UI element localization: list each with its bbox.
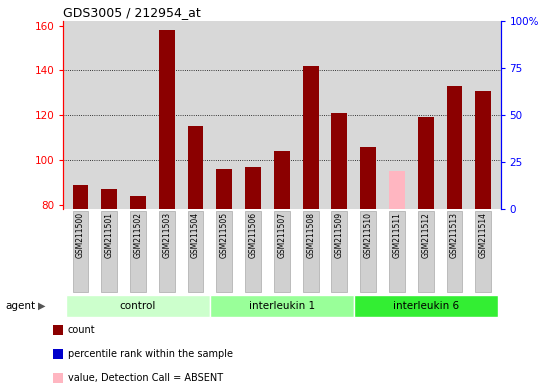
FancyBboxPatch shape xyxy=(188,211,204,292)
FancyBboxPatch shape xyxy=(332,211,347,292)
Text: GSM211505: GSM211505 xyxy=(220,212,229,258)
Bar xyxy=(302,66,318,209)
Bar xyxy=(475,91,491,209)
Text: interleukin 6: interleukin 6 xyxy=(393,301,459,311)
Bar xyxy=(360,147,376,209)
Bar xyxy=(53,373,63,383)
FancyBboxPatch shape xyxy=(447,211,463,292)
FancyBboxPatch shape xyxy=(130,211,146,292)
Text: agent: agent xyxy=(6,301,36,311)
Text: GSM211507: GSM211507 xyxy=(277,212,287,258)
Text: count: count xyxy=(68,325,95,335)
FancyBboxPatch shape xyxy=(475,211,491,292)
FancyBboxPatch shape xyxy=(66,295,210,318)
Text: percentile rank within the sample: percentile rank within the sample xyxy=(68,349,233,359)
Bar xyxy=(332,113,347,209)
Bar xyxy=(274,151,290,209)
Bar xyxy=(418,118,433,209)
FancyBboxPatch shape xyxy=(360,211,376,292)
FancyBboxPatch shape xyxy=(245,211,261,292)
FancyBboxPatch shape xyxy=(73,211,89,292)
Bar xyxy=(73,185,89,209)
Bar xyxy=(130,196,146,209)
Bar xyxy=(389,171,405,209)
Text: value, Detection Call = ABSENT: value, Detection Call = ABSENT xyxy=(68,373,223,383)
Text: GSM211500: GSM211500 xyxy=(76,212,85,258)
Text: GDS3005 / 212954_at: GDS3005 / 212954_at xyxy=(63,5,201,18)
FancyBboxPatch shape xyxy=(354,295,498,318)
Text: GSM211511: GSM211511 xyxy=(393,212,402,258)
FancyBboxPatch shape xyxy=(389,211,405,292)
Text: GSM211509: GSM211509 xyxy=(335,212,344,258)
Text: GSM211513: GSM211513 xyxy=(450,212,459,258)
FancyBboxPatch shape xyxy=(418,211,433,292)
Text: GSM211512: GSM211512 xyxy=(421,212,430,258)
Bar xyxy=(159,30,175,209)
Text: GSM211514: GSM211514 xyxy=(478,212,488,258)
FancyBboxPatch shape xyxy=(101,211,117,292)
Text: GSM211510: GSM211510 xyxy=(364,212,373,258)
FancyBboxPatch shape xyxy=(302,211,318,292)
Text: GSM211503: GSM211503 xyxy=(162,212,171,258)
Bar xyxy=(217,169,232,209)
Text: GSM211502: GSM211502 xyxy=(134,212,142,258)
Bar xyxy=(188,126,204,209)
Text: GSM211504: GSM211504 xyxy=(191,212,200,258)
Bar xyxy=(53,325,63,335)
Text: ▶: ▶ xyxy=(37,301,45,311)
Bar xyxy=(447,86,463,209)
Text: interleukin 1: interleukin 1 xyxy=(249,301,315,311)
Text: GSM211508: GSM211508 xyxy=(306,212,315,258)
Text: GSM211506: GSM211506 xyxy=(249,212,257,258)
FancyBboxPatch shape xyxy=(217,211,232,292)
FancyBboxPatch shape xyxy=(159,211,175,292)
FancyBboxPatch shape xyxy=(274,211,290,292)
Text: GSM211501: GSM211501 xyxy=(105,212,114,258)
Bar xyxy=(245,167,261,209)
Bar xyxy=(101,189,117,209)
FancyBboxPatch shape xyxy=(210,295,354,318)
Bar xyxy=(53,349,63,359)
Text: control: control xyxy=(120,301,156,311)
